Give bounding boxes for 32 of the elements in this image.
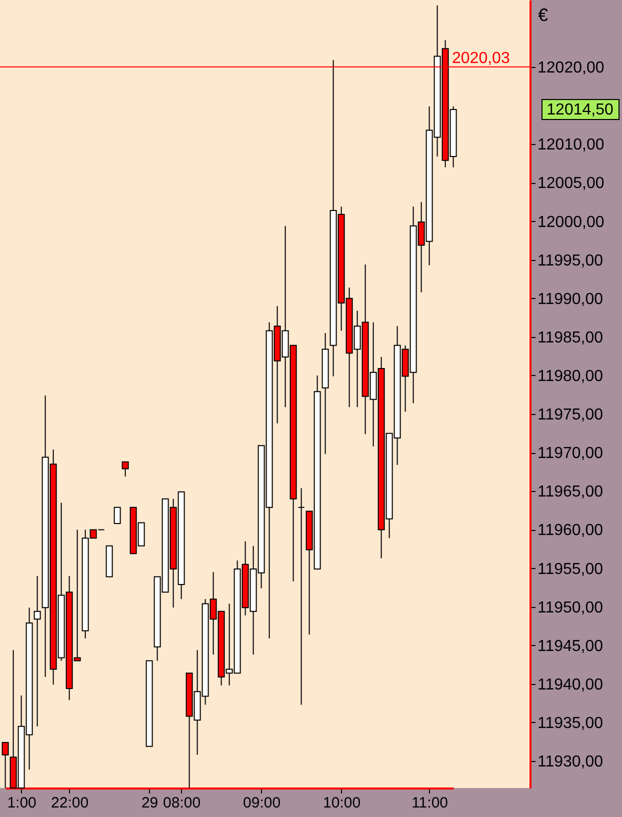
y-tick-label: 11975,00 (538, 406, 604, 424)
y-tick-label: 11990,00 (538, 290, 604, 308)
candlestick (114, 506, 121, 524)
y-tick-label: 11985,00 (538, 329, 604, 346)
y-tick-label: 11980,00 (538, 368, 604, 385)
text: 12014,50 (546, 101, 614, 118)
candlestick (298, 488, 305, 706)
y-axis-title: € (538, 5, 548, 25)
y-tick-label: 11960,00 (538, 522, 604, 540)
y-tick-label: 11955,00 (538, 560, 604, 578)
x-tick-label: 09:00 (243, 794, 281, 812)
x-tick-label: 29 (141, 794, 158, 812)
y-tick-label: 11945,00 (538, 638, 604, 655)
x-tick-label: 1:00 (7, 794, 36, 812)
x-tick-label: 11:00 (412, 794, 448, 812)
x-tick-label: 10:00 (323, 794, 361, 812)
x-tick-label: 08:00 (163, 794, 201, 812)
y-tick-label: 12010,00 (538, 136, 604, 154)
y-tick-label: 11970,00 (538, 445, 604, 462)
y-tick-label: 12020,00 (538, 60, 604, 77)
y-tick-label: 11930,00 (538, 754, 604, 771)
y-tick-label: 11995,00 (538, 252, 604, 270)
y-tick-label: 11950,00 (538, 599, 604, 616)
y-tick-label: 12000,00 (538, 214, 604, 231)
y-tick-label: 11965,00 (538, 484, 604, 501)
x-tick-label: 22:00 (51, 794, 89, 812)
candlestick (122, 461, 129, 477)
y-tick-label: 12005,00 (538, 175, 604, 192)
y-tick-label: 11935,00 (538, 714, 604, 732)
candlestick (34, 575, 41, 727)
y-tick-label: 11940,00 (538, 676, 604, 694)
annotation: 2020,03 (452, 50, 510, 67)
